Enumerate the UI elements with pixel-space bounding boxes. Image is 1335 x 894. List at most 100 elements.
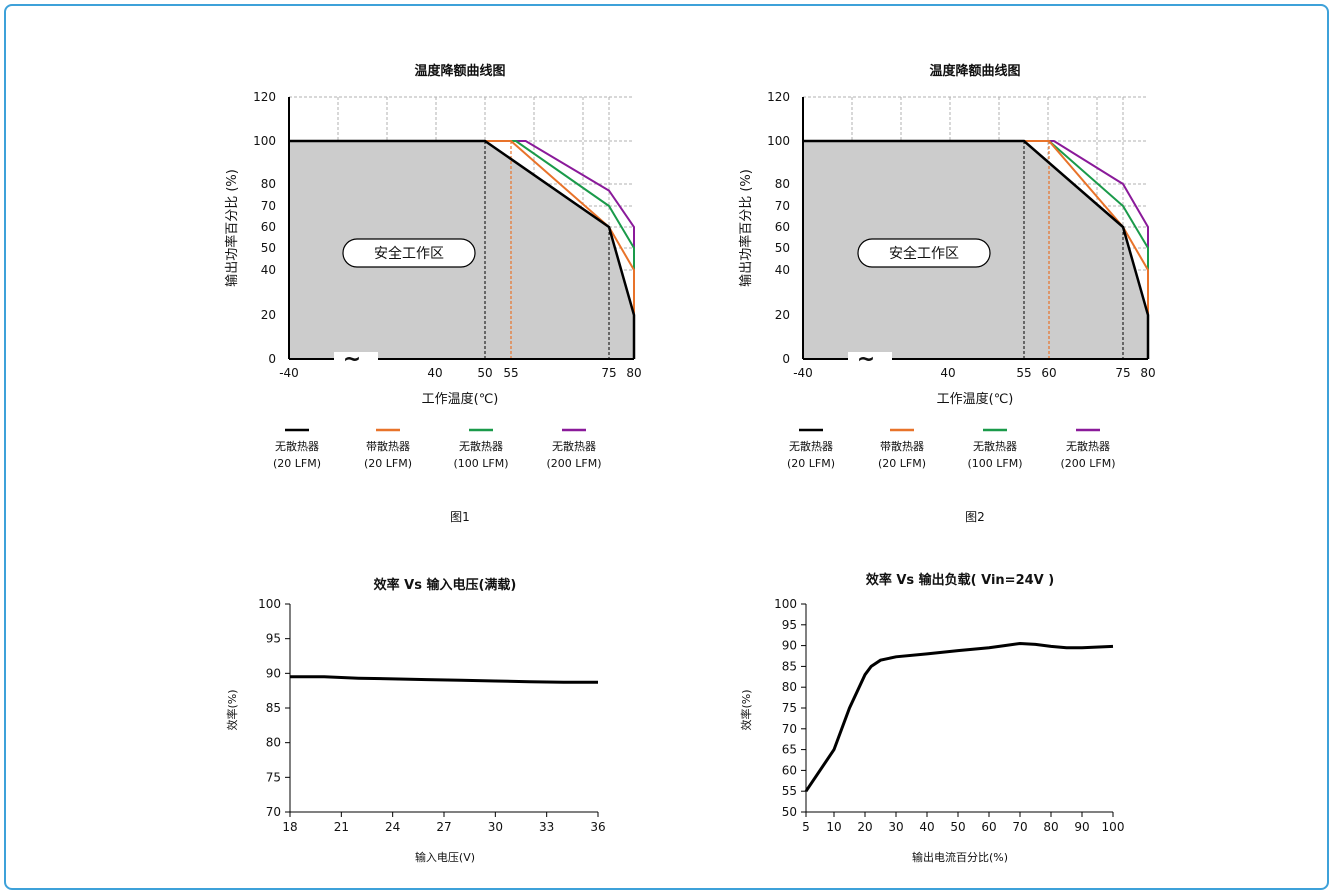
y-tick-label: 40 bbox=[261, 263, 276, 277]
y-tick-label: 90 bbox=[266, 666, 281, 680]
y-tick-labels: 0 20 40 50 60 70 80 100 120 bbox=[767, 90, 790, 366]
series-line bbox=[289, 139, 636, 359]
axis-break-mark: ~ bbox=[857, 347, 875, 372]
x-tick-label: 30 bbox=[488, 820, 503, 834]
x-tick-label: 80 bbox=[1043, 820, 1058, 834]
safe-area-label: 安全工作区 bbox=[889, 245, 959, 262]
x-tick-labels: -40 40 55 60 75 80 bbox=[793, 366, 1155, 380]
y-tick-label: 55 bbox=[782, 784, 797, 798]
y-tick-label: 20 bbox=[775, 308, 790, 322]
y-tick-label: 95 bbox=[266, 632, 281, 646]
y-tick-label: 95 bbox=[782, 618, 797, 632]
x-tick-label: 60 bbox=[981, 820, 996, 834]
figure-caption: 图1 bbox=[450, 510, 470, 524]
y-tick-label: 85 bbox=[266, 701, 281, 715]
y-tick-label: 0 bbox=[782, 352, 790, 366]
efficiency-line bbox=[804, 641, 1114, 793]
x-tick-label: -40 bbox=[279, 366, 299, 380]
figure-caption: 图2 bbox=[965, 510, 985, 524]
y-tick-label: 100 bbox=[767, 134, 790, 148]
y-tick-label: 50 bbox=[261, 241, 276, 255]
x-axis-label: 输入电压(V) bbox=[415, 850, 475, 864]
y-tick-labels: 0 20 40 50 60 70 80 100 120 bbox=[253, 90, 276, 366]
axes bbox=[801, 603, 1114, 817]
x-tick-label: 70 bbox=[1012, 820, 1027, 834]
series-lines bbox=[289, 139, 636, 359]
y-tick-labels: 70 75 80 85 90 95 100 bbox=[258, 597, 281, 819]
series-lines bbox=[803, 139, 1150, 359]
safe-area-label-box bbox=[857, 238, 991, 268]
drop-lines bbox=[1023, 141, 1124, 359]
y-axis-label: 效率(%) bbox=[225, 689, 239, 730]
y-tick-label: 90 bbox=[782, 639, 797, 653]
x-tick-label: 50 bbox=[950, 820, 965, 834]
x-tick-label: 80 bbox=[1140, 366, 1155, 380]
chart-title: 效率 Vs 输入电压(满载) bbox=[374, 577, 517, 593]
x-tick-label: 40 bbox=[919, 820, 934, 834]
page-frame bbox=[4, 4, 1329, 890]
x-tick-label: 24 bbox=[385, 820, 400, 834]
x-tick-label: 30 bbox=[888, 820, 903, 834]
y-tick-label: 70 bbox=[775, 199, 790, 213]
efficiency-vs-output-load-chart: 效率 Vs 输出负载( Vin=24V ) 50 55 60 65 70 75 80 85 90… bbox=[739, 572, 1124, 864]
y-tick-label: 80 bbox=[261, 177, 276, 191]
legend-label: (100 LFM) bbox=[967, 457, 1022, 470]
legend-label: 无散热器 bbox=[1066, 439, 1110, 453]
y-tick-labels: 50 55 60 65 70 75 80 85 90 95 100 bbox=[774, 597, 797, 819]
legend-label: 带散热器 bbox=[366, 439, 410, 453]
y-tick-label: 75 bbox=[782, 701, 797, 715]
y-tick-label: 70 bbox=[266, 805, 281, 819]
x-tick-label: 75 bbox=[1115, 366, 1130, 380]
chart-title: 温度降额曲线图 bbox=[414, 63, 505, 79]
derating-chart-2: 温度降额曲线图 ~ 安全工作区 0 20 40 50 60 70 80 100 120 -40 4… bbox=[738, 63, 1156, 524]
y-tick-label: 60 bbox=[775, 220, 790, 234]
y-tick-label: 80 bbox=[775, 177, 790, 191]
y-tick-label: 50 bbox=[775, 241, 790, 255]
x-tick-label: 100 bbox=[1102, 820, 1125, 834]
x-tick-label: 10 bbox=[826, 820, 841, 834]
legend-label: 无散热器 bbox=[275, 439, 319, 453]
axis-break-gap bbox=[334, 352, 378, 366]
derating-chart-1: 温度降额曲线图 ~ 安全工作区 0 20 40 50 60 70 80 100 120 -40 4… bbox=[224, 63, 642, 524]
y-tick-label: 70 bbox=[782, 722, 797, 736]
y-axis-label: 输出功率百分比 (%) bbox=[738, 169, 754, 287]
y-tick-label: 80 bbox=[782, 680, 797, 694]
y-tick-label: 100 bbox=[258, 597, 281, 611]
x-tick-label: 36 bbox=[590, 820, 605, 834]
y-tick-label: 60 bbox=[261, 220, 276, 234]
y-tick-label: 70 bbox=[261, 199, 276, 213]
efficiency-line bbox=[290, 675, 598, 684]
legend-label: (200 LFM) bbox=[546, 457, 601, 470]
x-tick-label: 20 bbox=[857, 820, 872, 834]
legend: 无散热器 (20 LFM) 带散热器 (20 LFM) 无散热器 (100 LFM) 无散热… bbox=[787, 428, 1116, 470]
y-tick-label: 75 bbox=[266, 770, 281, 784]
x-axis-label: 工作温度(℃) bbox=[422, 391, 499, 407]
legend-label: 无散热器 bbox=[552, 439, 596, 453]
legend-label: (20 LFM) bbox=[787, 457, 835, 470]
y-tick-label: 50 bbox=[782, 805, 797, 819]
drop-lines bbox=[484, 141, 610, 359]
x-tick-label: 40 bbox=[940, 366, 955, 380]
legend: 无散热器 (20 LFM) 带散热器 (20 LFM) 无散热器 (100 LFM) 无散热… bbox=[273, 428, 602, 470]
legend-label: (200 LFM) bbox=[1060, 457, 1115, 470]
y-axis-label: 输出功率百分比 (%) bbox=[224, 169, 240, 287]
y-tick-label: 40 bbox=[775, 263, 790, 277]
legend-label: 无散热器 bbox=[459, 439, 503, 453]
y-tick-label: 80 bbox=[266, 736, 281, 750]
y-tick-label: 0 bbox=[268, 352, 276, 366]
y-tick-label: 60 bbox=[782, 763, 797, 777]
y-tick-label: 65 bbox=[782, 743, 797, 757]
y-tick-label: 85 bbox=[782, 659, 797, 673]
chart-title: 效率 Vs 输出负载( Vin=24V ) bbox=[866, 572, 1054, 588]
axis-break-gap bbox=[848, 352, 892, 366]
safe-area-label-box bbox=[342, 238, 476, 268]
x-tick-label: 90 bbox=[1074, 820, 1089, 834]
legend-label: (20 LFM) bbox=[273, 457, 321, 470]
x-tick-label: 60 bbox=[1041, 366, 1056, 380]
x-tick-label: 40 bbox=[427, 366, 442, 380]
y-tick-label: 20 bbox=[261, 308, 276, 322]
y-axis-label: 效率(%) bbox=[739, 689, 753, 730]
x-tick-labels: 18 21 24 27 30 33 36 bbox=[282, 820, 605, 834]
legend-label: (20 LFM) bbox=[364, 457, 412, 470]
